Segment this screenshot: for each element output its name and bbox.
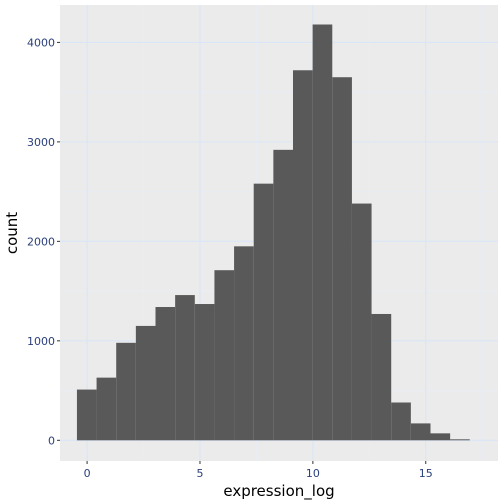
histogram-bar [332,77,352,440]
x-tick-label: 0 [84,467,91,480]
histogram-bar [234,246,254,440]
histogram-bar [116,343,136,440]
y-tick-label: 0 [48,434,55,447]
y-tick-label: 1000 [27,335,55,348]
y-tick-label: 4000 [27,36,55,49]
histogram-bar [293,70,313,440]
histogram-bar [372,314,392,440]
x-tick-label: 15 [419,467,433,480]
histogram-bar [430,433,450,440]
histogram-bar [195,304,215,440]
histogram-bar [77,390,97,441]
x-tick-label: 5 [196,467,203,480]
y-tick-label: 2000 [27,235,55,248]
histogram-bar [254,184,274,441]
histogram-bar [214,270,234,440]
histogram-bar [411,423,431,440]
y-tick-label: 3000 [27,136,55,149]
histogram-bar [156,307,176,440]
x-axis-ticks: 0 5 10 15 [84,461,433,480]
histogram-bar [352,204,372,441]
histogram-bar [97,378,117,441]
y-axis-ticks: 0 1000 2000 3000 4000 [27,36,60,447]
histogram-bar [391,403,411,441]
histogram-bar [450,439,470,440]
histogram-bar [175,295,195,440]
y-axis-title: count [3,212,21,254]
histogram-bar [273,150,293,440]
x-tick-label: 10 [306,467,320,480]
x-axis-title: expression_log [223,482,334,501]
histogram-bar [136,326,156,440]
histogram-bar [313,24,333,440]
